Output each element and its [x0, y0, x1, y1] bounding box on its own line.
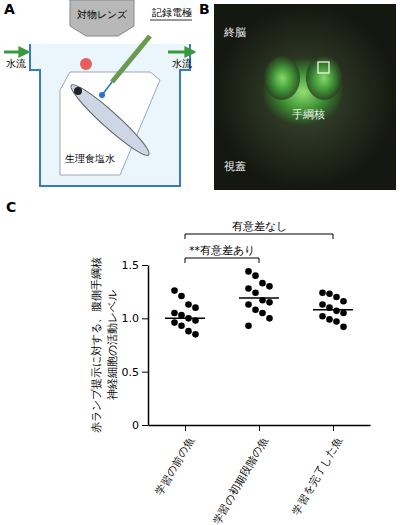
y-tick-label: 0.5: [122, 366, 140, 379]
data-point: [333, 318, 340, 325]
x-tick: 学習の初期段階の魚: [210, 425, 270, 525]
electrode-label: 記録電極: [152, 7, 192, 18]
fluorescence: [264, 56, 300, 100]
y-tick: 0: [132, 419, 148, 432]
region-label: 終脳: [223, 26, 246, 39]
holder: [60, 72, 160, 175]
x-tick-label: 学習の初期段階の魚: [210, 434, 270, 525]
data-point: [319, 289, 326, 296]
data-point: [340, 310, 347, 317]
data-point: [185, 301, 192, 308]
y-axis-title-line: 神経細胞の活動レベル: [106, 290, 119, 400]
data-point: [333, 294, 340, 301]
significance-label: **有意差あり: [189, 244, 255, 256]
y-axis: 0 0.5 1.0 1.5: [122, 259, 149, 432]
fish-eye: [74, 87, 82, 95]
y-axis-title: 赤ランプ提示に対する、腹側手綱核神経細胞の活動レベル: [90, 257, 119, 433]
data-point: [171, 287, 178, 294]
x-tick: 学習の前の魚: [153, 425, 196, 497]
x-tick-mark: [259, 425, 260, 431]
data-point: [259, 310, 266, 317]
x-tick-label: 学習を完了した魚: [290, 434, 344, 516]
y-tick: 1.0: [122, 312, 149, 325]
objective: [70, 0, 134, 36]
flow-label: 水流: [172, 58, 192, 69]
x-axis: 学習の前の魚学習の初期段階の魚学習を完了した魚: [149, 425, 371, 525]
panel-label: C: [6, 199, 16, 215]
data-point: [178, 293, 185, 300]
y-tick-mark: [142, 425, 148, 426]
y-axis-line: [148, 266, 150, 426]
panel-a: A 対物レンズ 記録電極水流 水流生理食塩水: [4, 0, 194, 186]
region-label: 手綱核: [292, 108, 325, 121]
saline-label: 生理食塩水: [65, 153, 115, 164]
data-point: [192, 304, 199, 311]
fish: [66, 79, 154, 160]
data-point: [178, 323, 185, 330]
fluorescence: [306, 56, 342, 100]
data-point: [319, 301, 326, 308]
panel-b: B 終脳手綱核視蓋: [199, 1, 396, 190]
flow-arrow: [168, 51, 194, 54]
y-tick-label: 1.5: [122, 259, 140, 272]
mean-line: [165, 318, 205, 320]
data-point: [340, 324, 347, 331]
region-label: 視蓋: [224, 160, 246, 173]
data-point: [171, 319, 178, 326]
y-tick-label: 0: [132, 419, 139, 432]
flow-arrow: [4, 51, 28, 54]
laser-spot: [80, 58, 92, 70]
mean-line: [313, 309, 353, 311]
data-point: [252, 272, 259, 279]
data-point: [245, 268, 252, 275]
data-point: [259, 280, 266, 287]
data-point: [245, 323, 252, 330]
y-tick: 0.5: [122, 366, 149, 379]
mean-line: [239, 297, 279, 299]
panel-label: B: [199, 1, 210, 17]
data-point: [245, 285, 252, 292]
flow-label: 水流: [6, 58, 26, 69]
y-tick-mark: [142, 265, 148, 266]
plot-area: [165, 268, 353, 338]
roi-box: [318, 62, 329, 73]
y-tick-mark: [142, 372, 148, 373]
data-point: [252, 289, 259, 296]
x-tick-mark: [333, 425, 334, 431]
data-point: [319, 313, 326, 320]
panel-label: A: [4, 1, 15, 17]
y-tick-mark: [142, 318, 148, 319]
panel-c: C 0 0.5 1.0 1.5 学習の前の魚学習の初期段階の魚学習を完了した魚 赤ランプ提示…: [6, 199, 371, 525]
x-tick-label: 学習の前の魚: [153, 434, 196, 497]
data-point: [245, 301, 252, 308]
electrode-dot: [99, 92, 105, 98]
significance-bracket: [185, 258, 259, 263]
data-point: [326, 291, 333, 298]
y-tick: 1.5: [122, 259, 149, 272]
data-point: [340, 298, 347, 305]
electrode: [112, 36, 150, 82]
x-tick: 学習を完了した魚: [290, 425, 344, 517]
data-point: [185, 328, 192, 335]
significance-bracket: [185, 234, 333, 239]
objective-label: 対物レンズ: [77, 9, 128, 20]
y-axis-title-line: 赤ランプ提示に対する、腹側手綱核: [90, 257, 103, 433]
data-point: [171, 310, 178, 317]
data-point: [333, 308, 340, 315]
x-tick-mark: [185, 425, 186, 431]
data-point: [178, 312, 185, 319]
y-tick-label: 1.0: [122, 312, 140, 325]
micrograph: [214, 4, 396, 190]
data-point: [266, 315, 273, 322]
significance-label: 有意差なし: [232, 220, 287, 232]
data-point: [192, 331, 199, 338]
data-point: [326, 316, 333, 323]
data-point: [266, 299, 273, 306]
data-point: [266, 283, 273, 290]
data-point: [252, 307, 259, 314]
chamber: [30, 44, 190, 186]
electrode-leader: [150, 20, 192, 21]
figure: A 対物レンズ 記録電極水流 水流生理食塩水 B 終脳手綱核視蓋 C 0 0.5 1.0 1.5 学習…: [0, 0, 400, 525]
